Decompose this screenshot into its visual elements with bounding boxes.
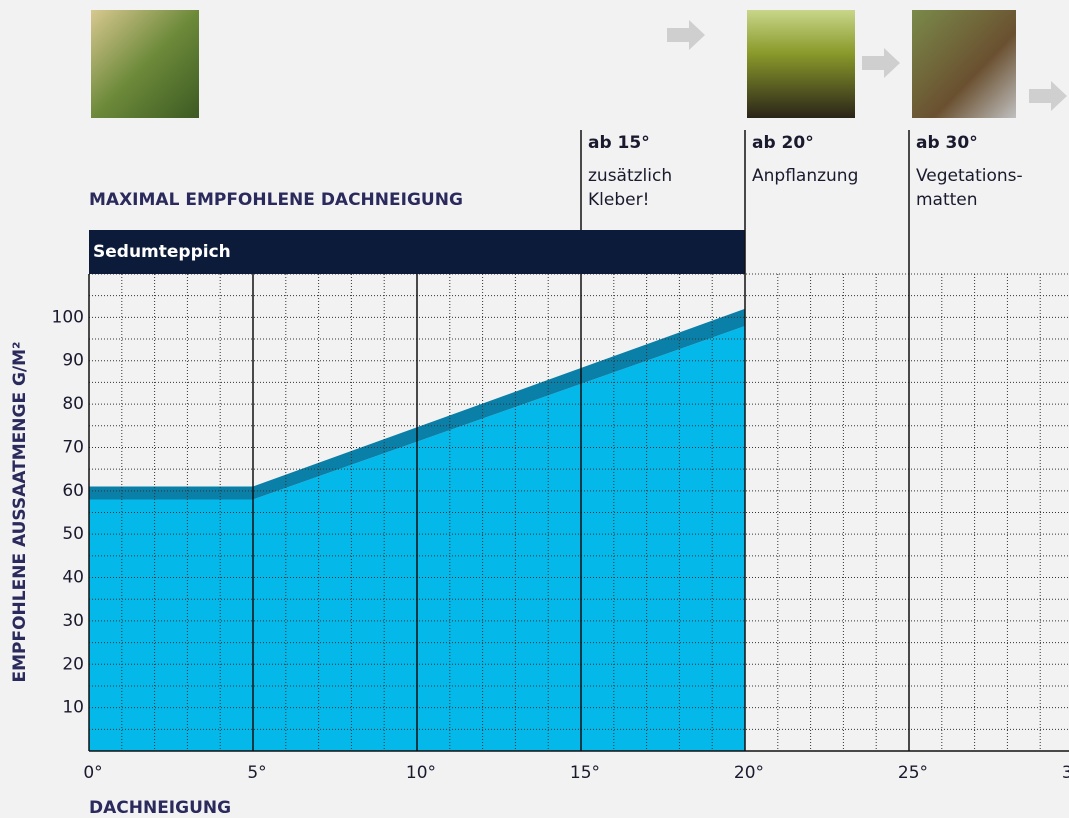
band-label: Sedumteppich bbox=[93, 242, 231, 262]
threshold-label: ab 20° bbox=[752, 133, 814, 153]
threshold-text: Vegetations- bbox=[916, 166, 1023, 186]
photo bbox=[91, 10, 199, 118]
x-tick-label: 25° bbox=[898, 763, 928, 783]
y-tick-label: 100 bbox=[52, 307, 84, 327]
y-axis-label: EMPFOHLENE AUSSAATMENGE G/M² bbox=[10, 341, 30, 682]
photo bbox=[747, 10, 855, 118]
y-tick-label: 70 bbox=[62, 437, 84, 457]
threshold-text: Kleber! bbox=[588, 190, 649, 210]
x-tick-label: 0° bbox=[83, 763, 102, 783]
arrow bbox=[862, 48, 900, 78]
x-tick-label: 20° bbox=[734, 763, 764, 783]
chart-title: MAXIMAL EMPFOHLENE DACHNEIGUNG bbox=[89, 190, 463, 210]
threshold-text: Anpflanzung bbox=[752, 166, 858, 186]
y-tick-label: 50 bbox=[62, 524, 84, 544]
y-tick-label: 10 bbox=[62, 698, 84, 718]
y-tick-label: 20 bbox=[62, 654, 84, 674]
x-tick-label: 10° bbox=[406, 763, 436, 783]
arrow bbox=[1029, 81, 1067, 111]
x-tick-label: 15° bbox=[570, 763, 600, 783]
arrow bbox=[667, 20, 705, 50]
y-tick-label: 80 bbox=[62, 394, 84, 414]
x-axis-label: DACHNEIGUNG bbox=[89, 798, 231, 818]
y-tick-label: 30 bbox=[62, 611, 84, 631]
threshold-text: zusätzlich bbox=[588, 166, 672, 186]
y-tick-label: 90 bbox=[62, 351, 84, 371]
x-tick-label: 5° bbox=[247, 763, 266, 783]
x-tick-label: 30° bbox=[1062, 763, 1069, 783]
threshold-label: ab 30° bbox=[916, 133, 978, 153]
y-tick-label: 60 bbox=[62, 481, 84, 501]
band-header bbox=[89, 230, 745, 274]
y-tick-label: 40 bbox=[62, 568, 84, 588]
photo bbox=[912, 10, 1016, 118]
threshold-text: matten bbox=[916, 190, 978, 210]
threshold-label: ab 15° bbox=[588, 133, 650, 153]
